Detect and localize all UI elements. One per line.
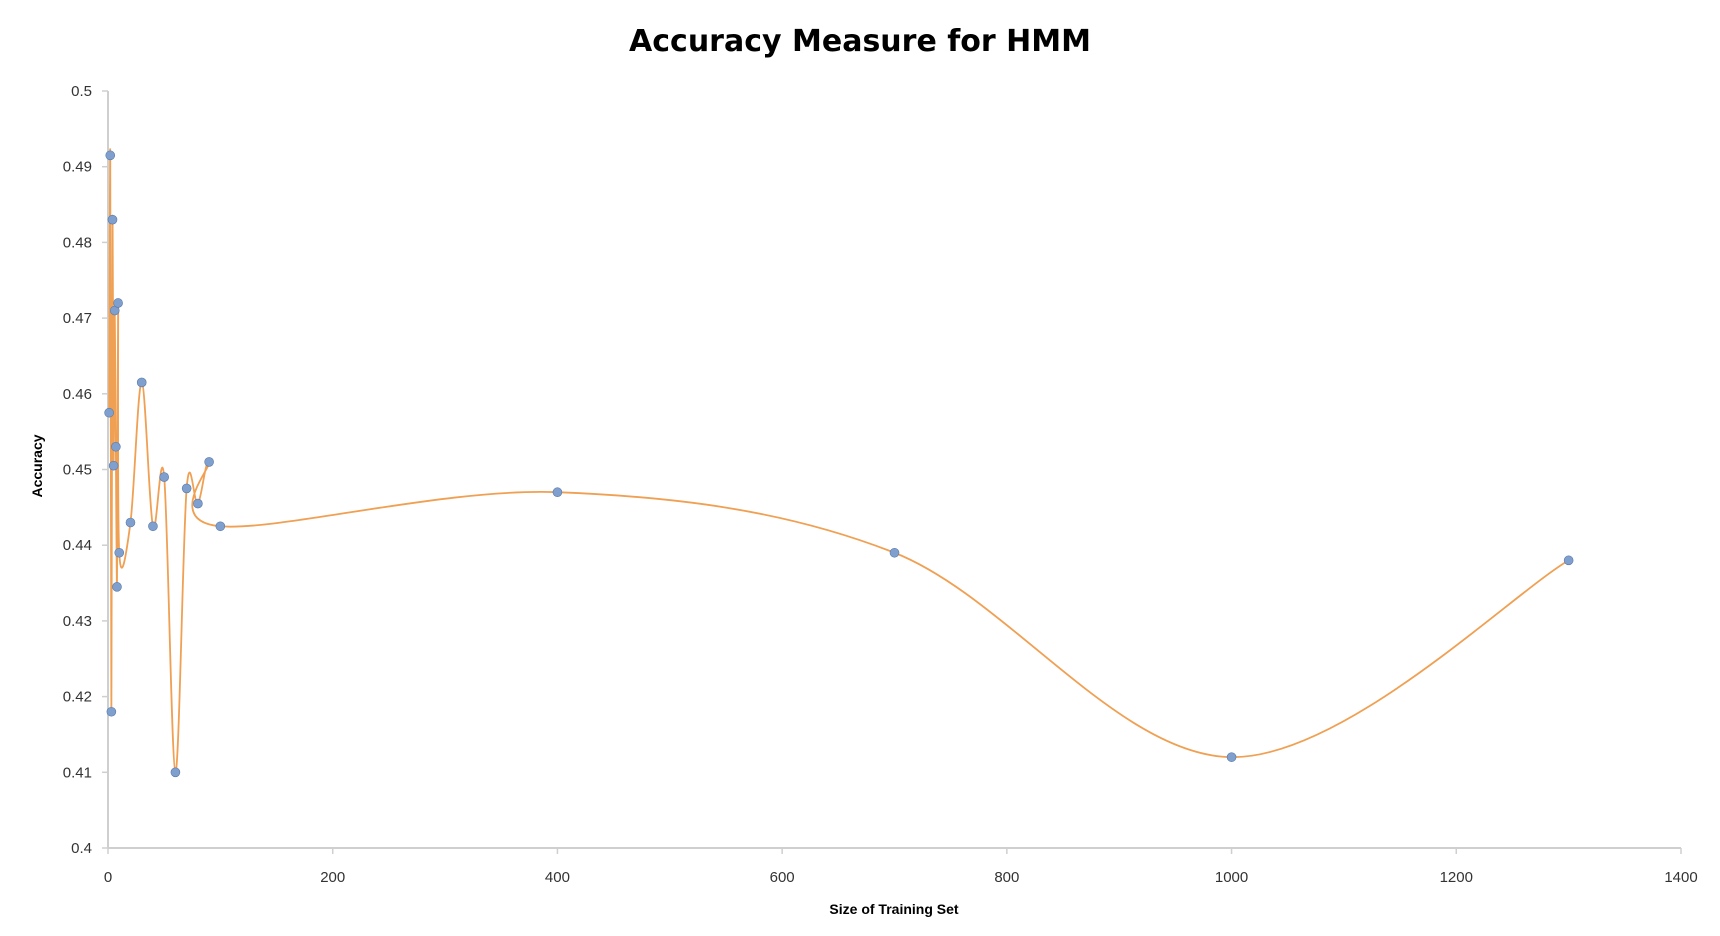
x-tick-label: 800 xyxy=(994,869,1019,886)
data-point xyxy=(105,150,116,161)
series xyxy=(108,148,1570,774)
data-point xyxy=(106,706,117,717)
x-axis: 0 200 400 600 800 1000 1200 1400 xyxy=(104,847,1698,886)
data-point xyxy=(170,767,181,778)
y-tick-label: 0.48 xyxy=(63,234,92,251)
x-tick-label: 1400 xyxy=(1664,869,1697,886)
x-tick-label: 600 xyxy=(770,869,795,886)
data-point xyxy=(1563,555,1574,566)
data-point xyxy=(159,472,169,482)
data-point xyxy=(215,521,226,532)
y-tick-label: 0.44 xyxy=(63,537,92,554)
y-tick-label: 0.47 xyxy=(63,310,92,327)
x-tick-label: 200 xyxy=(320,869,345,886)
y-tick-label: 0.49 xyxy=(63,159,92,176)
data-point xyxy=(1226,752,1237,762)
x-axis-title: Size of Training Set xyxy=(829,901,958,917)
data-point xyxy=(193,498,203,509)
x-tick-label: 1000 xyxy=(1215,869,1248,886)
data-point xyxy=(108,460,119,471)
y-tick-label: 0.46 xyxy=(63,386,92,403)
chart-title: Accuracy Measure for HMM xyxy=(629,24,1091,59)
data-point xyxy=(889,547,900,558)
y-axis-title: Accuracy xyxy=(29,434,45,497)
data-point xyxy=(125,517,136,528)
data-point xyxy=(552,487,563,498)
y-tick-label: 0.43 xyxy=(63,613,92,630)
data-point xyxy=(204,457,214,467)
data-point xyxy=(114,547,125,558)
y-tick-label: 0.4 xyxy=(71,840,92,857)
data-point xyxy=(112,582,122,592)
y-tick-label: 0.41 xyxy=(63,764,92,781)
x-tick-label: 400 xyxy=(545,869,570,886)
data-point xyxy=(148,521,158,532)
y-axis: 0.4 0.41 0.42 0.43 0.44 0.45 0.46 0.47 0.48 0.49 0… xyxy=(63,83,109,857)
y-tick-label: 0.45 xyxy=(63,462,92,479)
series-line xyxy=(108,148,1570,774)
data-point xyxy=(104,407,114,418)
y-tick-label: 0.5 xyxy=(71,83,92,100)
x-tick-label: 1200 xyxy=(1440,869,1473,886)
data-point xyxy=(107,214,118,225)
data-point xyxy=(113,298,123,308)
x-tick-label: 0 xyxy=(104,869,112,886)
data-point xyxy=(111,441,121,452)
y-tick-label: 0.42 xyxy=(63,689,92,706)
data-points xyxy=(104,150,1574,778)
data-point xyxy=(181,483,192,494)
data-point xyxy=(136,377,147,388)
